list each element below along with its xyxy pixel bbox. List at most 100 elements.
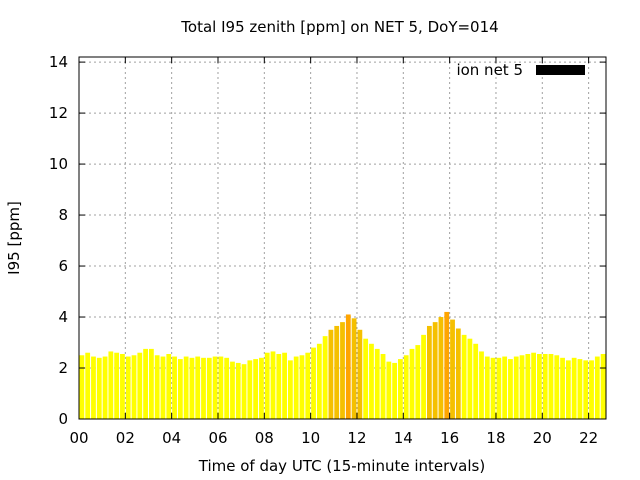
bar (345, 314, 351, 419)
bar (154, 355, 160, 419)
x-tick-labels: 00 02 04 06 08 10 12 14 16 18 20 22 (69, 429, 598, 447)
x-tick-label: 00 (69, 429, 88, 447)
bar (398, 359, 403, 419)
x-axis-title: Time of day UTC (15-minute intervals) (198, 457, 485, 475)
bar (189, 357, 195, 419)
bar (340, 322, 345, 419)
y-tick-label: 10 (49, 155, 68, 173)
bar (426, 325, 432, 419)
bar (409, 348, 415, 419)
bar (143, 348, 148, 419)
bar (357, 329, 363, 419)
bar (287, 360, 293, 419)
bar (519, 355, 525, 419)
bar (525, 353, 531, 419)
bar (85, 352, 91, 419)
bar (490, 357, 496, 419)
bar (386, 361, 392, 419)
y-axis-title: I95 [ppm] (5, 201, 23, 275)
bar (432, 322, 438, 419)
x-tick-label: 06 (208, 429, 227, 447)
bar (502, 356, 508, 419)
legend: ion net 5 (456, 61, 585, 79)
bar (363, 338, 369, 419)
bar (235, 362, 241, 419)
bar (183, 356, 189, 419)
bar (380, 353, 386, 419)
bar (328, 329, 334, 419)
bar (560, 357, 565, 419)
x-tick-label: 12 (347, 429, 366, 447)
y-tick-label: 12 (49, 104, 68, 122)
bar (91, 356, 96, 419)
bar (195, 356, 201, 419)
bar (537, 353, 542, 419)
bar (392, 362, 398, 419)
legend-swatch (536, 65, 585, 75)
bar (218, 356, 224, 419)
bar (421, 334, 426, 419)
x-tick-label: 22 (579, 429, 598, 447)
grid (79, 57, 606, 419)
bar (224, 357, 230, 419)
bar (589, 360, 594, 419)
bar (415, 345, 421, 419)
bar (316, 343, 322, 419)
bar (172, 356, 177, 419)
bar (577, 359, 583, 419)
bar (571, 357, 577, 419)
bar (531, 352, 537, 419)
bar (247, 360, 253, 419)
chart-title: Total I95 zenith [ppm] on NET 5, DoY=014 (180, 18, 498, 36)
bars (79, 311, 606, 419)
bar (79, 355, 85, 419)
bar (508, 359, 513, 419)
bar (548, 353, 554, 419)
bar (305, 352, 311, 419)
bar (166, 353, 172, 419)
bar (264, 352, 270, 419)
bar (114, 352, 120, 419)
bar (455, 328, 461, 419)
y-tick-label: 8 (58, 206, 68, 224)
x-tick-label: 16 (440, 429, 459, 447)
bar (461, 334, 467, 419)
bar (125, 356, 131, 419)
plot-frame (78, 56, 607, 420)
bar (102, 356, 108, 419)
bar (241, 364, 247, 419)
bar (120, 353, 125, 419)
bar (201, 357, 206, 419)
bar (160, 356, 166, 419)
bar (282, 352, 287, 419)
bar (311, 347, 316, 419)
x-tick-label: 18 (486, 429, 505, 447)
bar (206, 357, 212, 419)
y-tick-labels: 0 2 4 6 8 10 12 14 (49, 53, 68, 428)
bar (96, 357, 102, 419)
bar (513, 356, 519, 419)
bar (600, 353, 606, 419)
bar (108, 351, 114, 419)
bar (131, 355, 137, 419)
bar (594, 356, 600, 419)
bar (322, 336, 328, 419)
bar (293, 356, 299, 419)
bar (467, 338, 473, 419)
y-tick-label: 14 (49, 53, 68, 71)
x-tick-label: 10 (301, 429, 320, 447)
bar (351, 318, 357, 419)
bar (554, 355, 560, 419)
x-tick-label: 04 (162, 429, 181, 447)
bar (583, 360, 589, 419)
bar (374, 348, 380, 419)
bar (369, 343, 374, 419)
bar (253, 359, 259, 419)
bar (542, 353, 548, 419)
bar (334, 325, 340, 419)
y-tick-label: 0 (58, 410, 68, 428)
bar (403, 355, 409, 419)
y-tick-label: 6 (58, 257, 68, 275)
bar (565, 360, 571, 419)
y-tick-label: 4 (58, 308, 68, 326)
